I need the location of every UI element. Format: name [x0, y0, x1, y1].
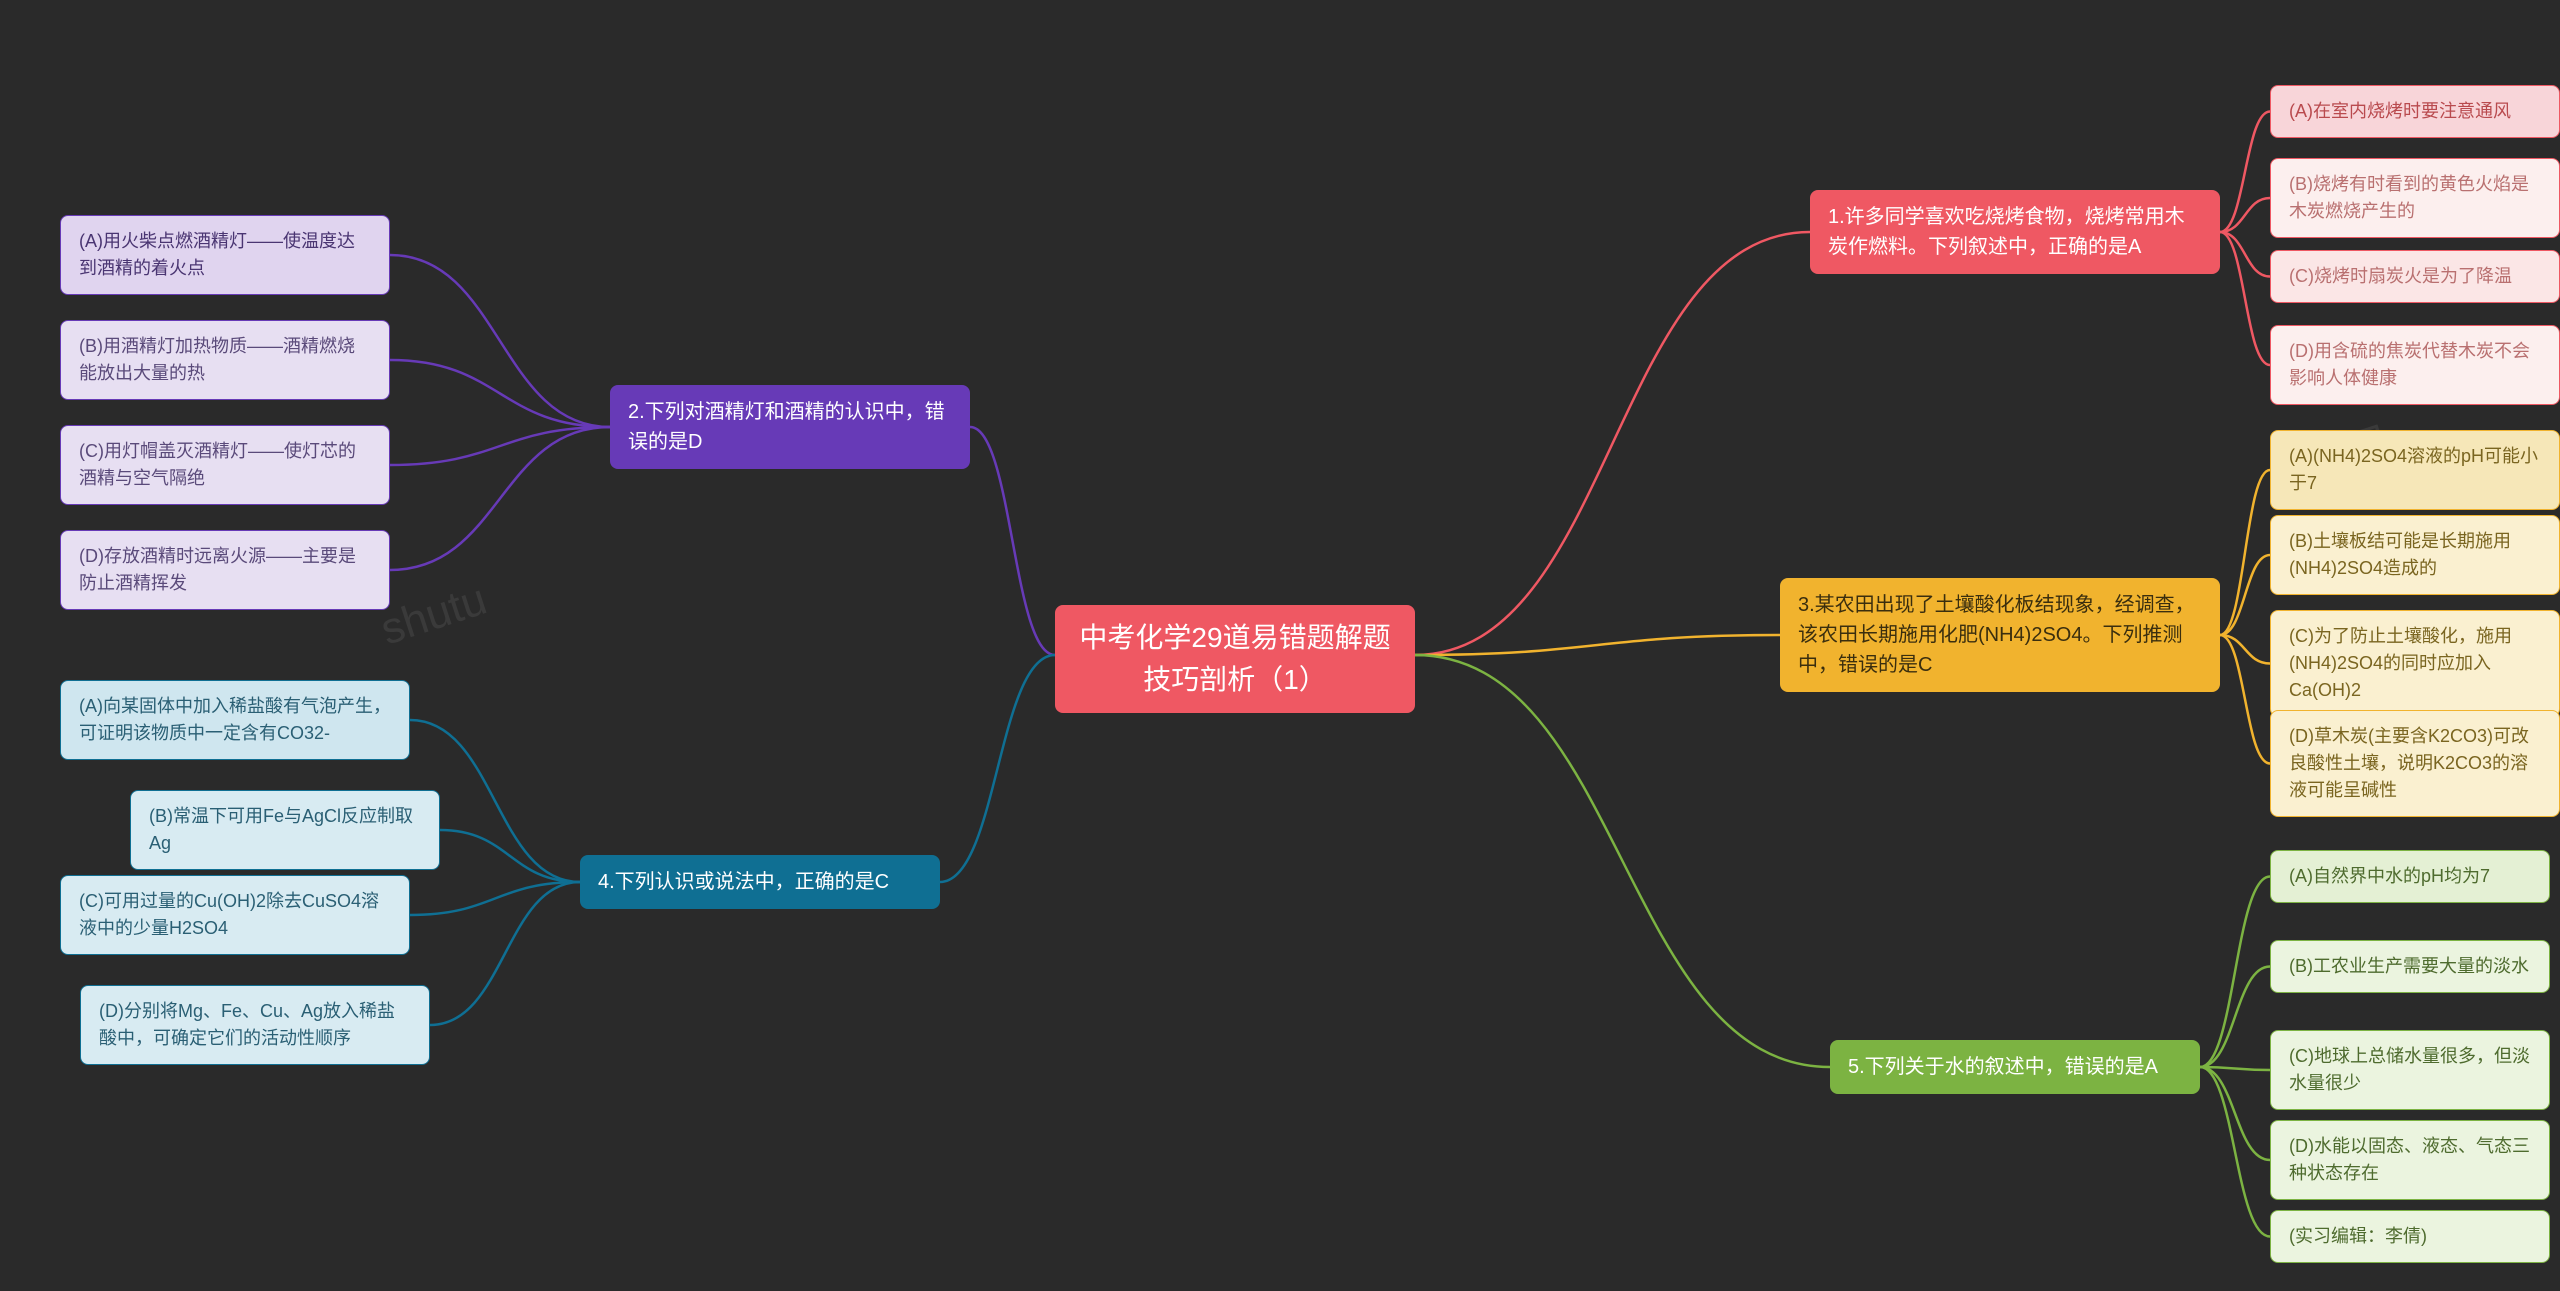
leaf-node-1-3[interactable]: (C)烧烤时扇炭火是为了降温 — [2270, 250, 2560, 303]
leaf-node-3-3[interactable]: (C)为了防止土壤酸化，施用(NH4)2SO4的同时应加入Ca(OH)2 — [2270, 610, 2560, 717]
leaf-node-4-2[interactable]: (B)常温下可用Fe与AgCl反应制取Ag — [130, 790, 440, 870]
watermark-1: shutu — [375, 575, 493, 656]
leaf-node-1-4[interactable]: (D)用含硫的焦炭代替木炭不会影响人体健康 — [2270, 325, 2560, 405]
mindmap-canvas: { "background_color": "#2a2a2a", "root":… — [0, 0, 2560, 1291]
leaf-node-2-3[interactable]: (C)用灯帽盖灭酒精灯——使灯芯的酒精与空气隔绝 — [60, 425, 390, 505]
leaf-node-2-4[interactable]: (D)存放酒精时远离火源——主要是防止酒精挥发 — [60, 530, 390, 610]
root-node[interactable]: 中考化学29道易错题解题技巧剖析（1） — [1055, 605, 1415, 713]
branch-node-4[interactable]: 4.下列认识或说法中，正确的是C — [580, 855, 940, 909]
leaf-node-5-2[interactable]: (B)工农业生产需要大量的淡水 — [2270, 940, 2550, 993]
leaf-node-5-3[interactable]: (C)地球上总储水量很多，但淡水量很少 — [2270, 1030, 2550, 1110]
branch-node-1[interactable]: 1.许多同学喜欢吃烧烤食物，烧烤常用木炭作燃料。下列叙述中，正确的是A — [1810, 190, 2220, 274]
leaf-node-5-4[interactable]: (D)水能以固态、液态、气态三种状态存在 — [2270, 1120, 2550, 1200]
leaf-node-3-4[interactable]: (D)草木炭(主要含K2CO3)可改良酸性土壤，说明K2CO3的溶液可能呈碱性 — [2270, 710, 2560, 817]
leaf-node-3-1[interactable]: (A)(NH4)2SO4溶液的pH可能小于7 — [2270, 430, 2560, 510]
branch-node-2[interactable]: 2.下列对酒精灯和酒精的认识中，错误的是D — [610, 385, 970, 469]
leaf-node-1-1[interactable]: (A)在室内烧烤时要注意通风 — [2270, 85, 2560, 138]
branch-node-5[interactable]: 5.下列关于水的叙述中，错误的是A — [1830, 1040, 2200, 1094]
leaf-node-4-4[interactable]: (D)分别将Mg、Fe、Cu、Ag放入稀盐酸中，可确定它们的活动性顺序 — [80, 985, 430, 1065]
branch-node-3[interactable]: 3.某农田出现了土壤酸化板结现象，经调查，该农田长期施用化肥(NH4)2SO4。… — [1780, 578, 2220, 692]
leaf-node-4-1[interactable]: (A)向某固体中加入稀盐酸有气泡产生，可证明该物质中一定含有CO32- — [60, 680, 410, 760]
leaf-node-1-2[interactable]: (B)烧烤有时看到的黄色火焰是木炭燃烧产生的 — [2270, 158, 2560, 238]
leaf-node-5-5[interactable]: (实习编辑：李倩) — [2270, 1210, 2550, 1263]
leaf-node-4-3[interactable]: (C)可用过量的Cu(OH)2除去CuSO4溶液中的少量H2SO4 — [60, 875, 410, 955]
leaf-node-5-1[interactable]: (A)自然界中水的pH均为7 — [2270, 850, 2550, 903]
leaf-node-3-2[interactable]: (B)土壤板结可能是长期施用(NH4)2SO4造成的 — [2270, 515, 2560, 595]
leaf-node-2-2[interactable]: (B)用酒精灯加热物质——酒精燃烧能放出大量的热 — [60, 320, 390, 400]
leaf-node-2-1[interactable]: (A)用火柴点燃酒精灯——使温度达到酒精的着火点 — [60, 215, 390, 295]
